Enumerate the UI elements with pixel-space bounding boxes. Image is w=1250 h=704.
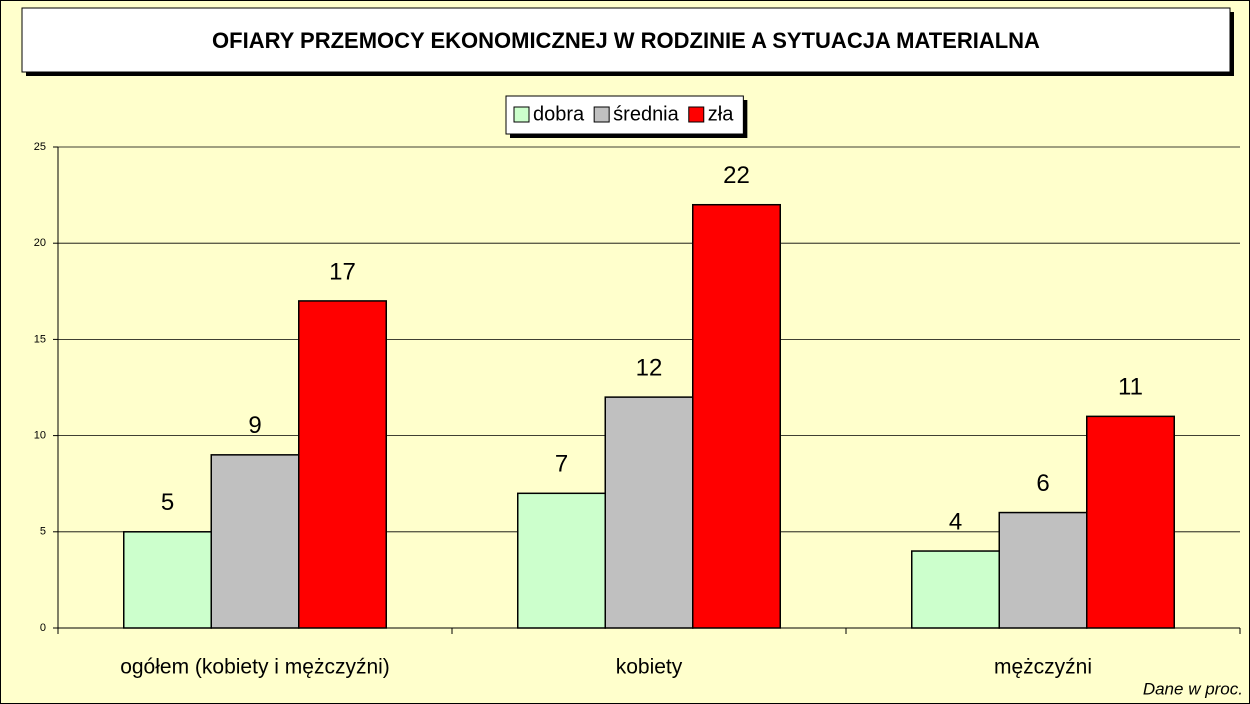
bar	[692, 203, 781, 629]
x-tick-label: ogółem (kobiety i mężczyźni)	[120, 656, 390, 679]
bar	[517, 492, 606, 629]
value-label: 7	[555, 451, 568, 478]
y-tick-label: 10	[34, 430, 46, 442]
value-label: 12	[636, 354, 663, 381]
y-tick-label: 25	[34, 141, 46, 153]
bar	[210, 454, 300, 629]
bar	[911, 550, 1000, 629]
legend-swatch	[513, 106, 530, 123]
y-tick-label: 0	[40, 622, 46, 634]
legend-label: średnia	[613, 103, 679, 125]
legend-label: dobra	[533, 103, 585, 125]
value-label: 22	[723, 162, 750, 189]
y-tick-label: 20	[34, 237, 46, 249]
legend: dobra średnia zła	[505, 95, 748, 138]
value-label: 4	[949, 508, 962, 535]
title-box	[21, 7, 1231, 73]
y-tick-label: 15	[34, 333, 46, 345]
legend-box	[505, 95, 744, 135]
chart-title: OFIARY PRZEMOCY EKONOMICZNEJ W RODZINIE …	[212, 28, 1040, 53]
x-tick-label: mężczyźni	[994, 656, 1092, 679]
value-label: 5	[161, 489, 174, 516]
bar	[1086, 415, 1175, 629]
x-tick-label: kobiety	[616, 656, 683, 679]
value-label: 17	[329, 258, 356, 285]
value-label: 11	[1118, 374, 1143, 401]
note: Dane w proc.	[1143, 679, 1243, 698]
y-tick-label: 5	[40, 526, 46, 538]
bar	[998, 511, 1088, 629]
value-label: 6	[1036, 470, 1049, 497]
legend-swatch	[593, 106, 610, 123]
legend-label: zła	[708, 103, 734, 125]
bar	[123, 531, 212, 629]
value-label: 9	[248, 412, 261, 439]
legend-swatch	[688, 106, 705, 123]
bar	[604, 396, 694, 629]
bar	[298, 300, 387, 629]
